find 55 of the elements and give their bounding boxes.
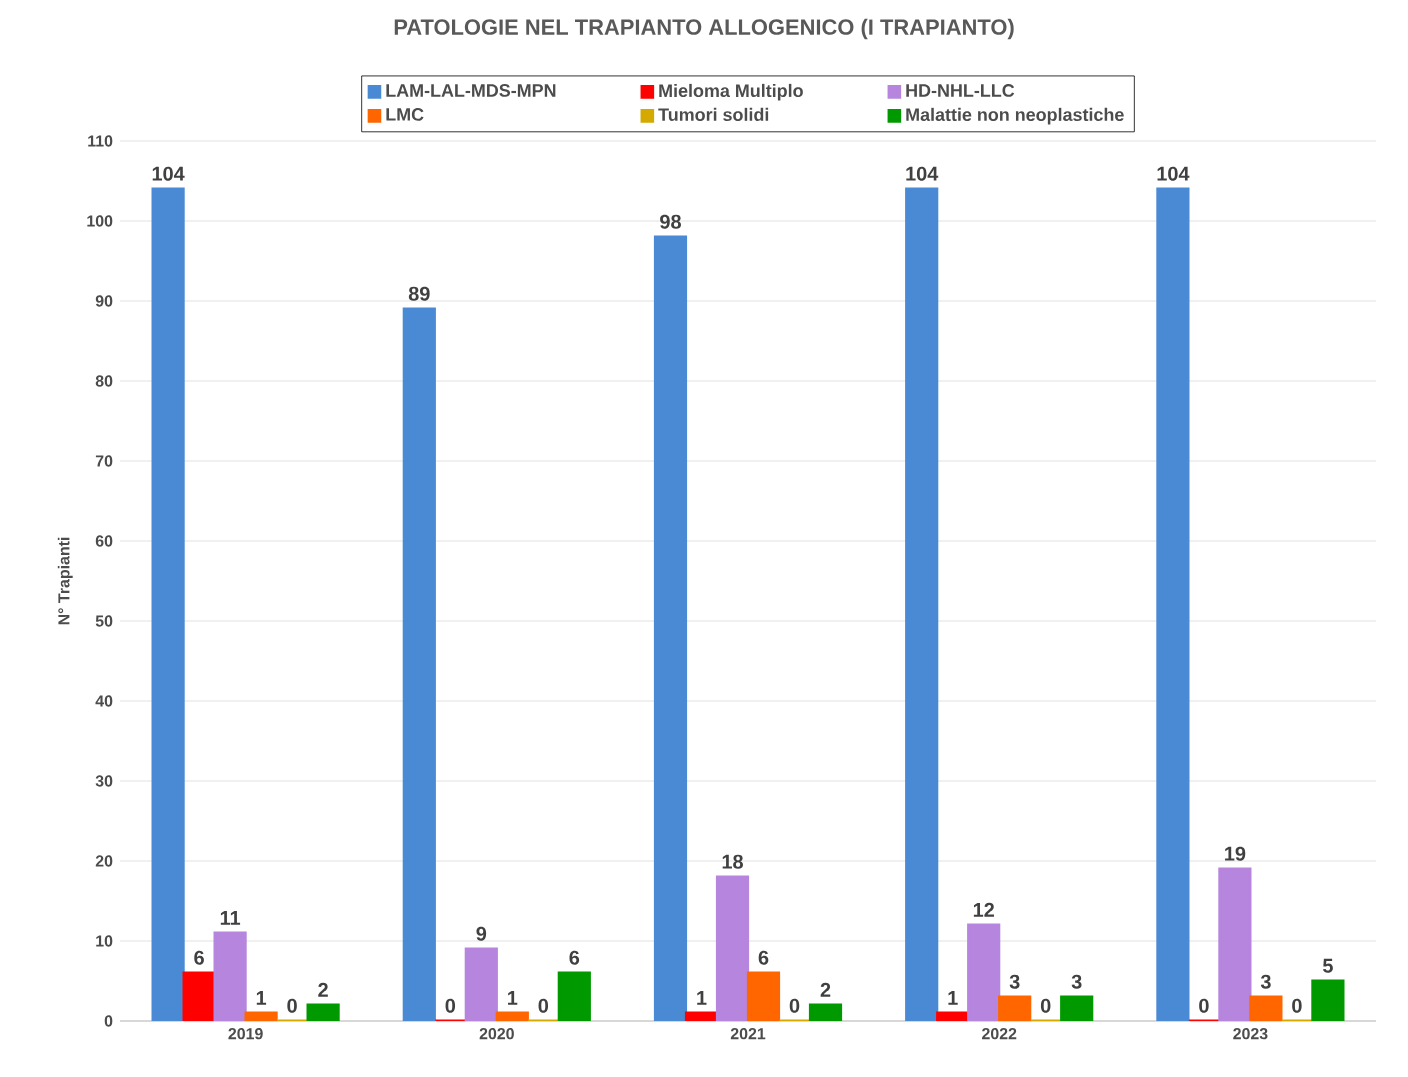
data-label: 1 — [697, 991, 707, 1005]
legend-label: LMC — [386, 108, 424, 121]
chart-title: PATOLOGIE NEL TRAPIANTO ALLOGENICO (I TRAPIANTO) — [394, 18, 1014, 40]
data-label: 6 — [758, 950, 769, 965]
data-label: 89 — [408, 286, 430, 301]
legend-label: Mieloma Multiplo — [659, 83, 803, 101]
data-label: 3 — [1071, 974, 1082, 989]
data-label: 18 — [722, 854, 743, 869]
data-label: 3 — [1260, 974, 1271, 989]
data-label: 104 — [152, 166, 185, 181]
data-label: 2 — [820, 982, 831, 997]
data-label: 2 — [318, 982, 328, 997]
data-label: 0 — [1292, 998, 1302, 1013]
data-label: 0 — [538, 998, 549, 1013]
data-label: 0 — [287, 998, 297, 1013]
data-label: 104 — [1157, 166, 1190, 181]
x-tick-label: 2021 — [730, 1028, 766, 1040]
y-tick-label: 90 — [95, 295, 113, 307]
data-label: 3 — [1009, 974, 1020, 989]
y-tick-label: 100 — [87, 215, 113, 227]
data-label: 6 — [194, 950, 204, 965]
data-label: 0 — [1199, 998, 1209, 1013]
y-tick-label: 60 — [95, 535, 113, 547]
y-tick-label: 40 — [95, 695, 113, 707]
y-tick-label: 0 — [104, 1015, 113, 1027]
y-tick-label: 70 — [95, 455, 113, 467]
data-label: 104 — [906, 166, 939, 181]
data-label: 0 — [789, 998, 800, 1013]
y-tick-label: 10 — [96, 935, 113, 947]
data-label: 9 — [476, 926, 487, 941]
x-tick-label: 2020 — [479, 1028, 514, 1040]
legend-label: Tumori solidi — [658, 107, 769, 122]
data-label: 6 — [569, 950, 580, 965]
y-tick-label: 80 — [95, 375, 113, 387]
y-tick-label: 50 — [95, 615, 113, 627]
x-tick-label: 2019 — [228, 1028, 263, 1040]
data-label: 0 — [445, 998, 456, 1013]
y-tick-label: 110 — [88, 135, 113, 147]
data-label: 12 — [973, 902, 994, 917]
data-label: 1 — [508, 991, 518, 1005]
legend-label: HD-NHL-LLC — [906, 84, 1015, 97]
legend-label: Malattie non neoplastiche — [906, 107, 1124, 125]
data-label: 1 — [948, 991, 958, 1005]
y-axis-title: N° Trapianti — [57, 537, 73, 625]
y-tick-label: 20 — [95, 855, 113, 867]
x-tick-label: 2022 — [982, 1028, 1017, 1040]
data-label: 5 — [1322, 958, 1333, 973]
legend-label: LAM-LAL-MDS-MPN — [386, 84, 556, 97]
data-label: 11 — [220, 911, 241, 925]
data-label: 1 — [256, 991, 267, 1005]
y-tick-label: 30 — [95, 775, 113, 787]
data-label: 19 — [1225, 846, 1246, 861]
data-label: 0 — [1040, 998, 1051, 1013]
data-label: 98 — [660, 214, 681, 229]
x-tick-label: 2023 — [1233, 1028, 1268, 1040]
